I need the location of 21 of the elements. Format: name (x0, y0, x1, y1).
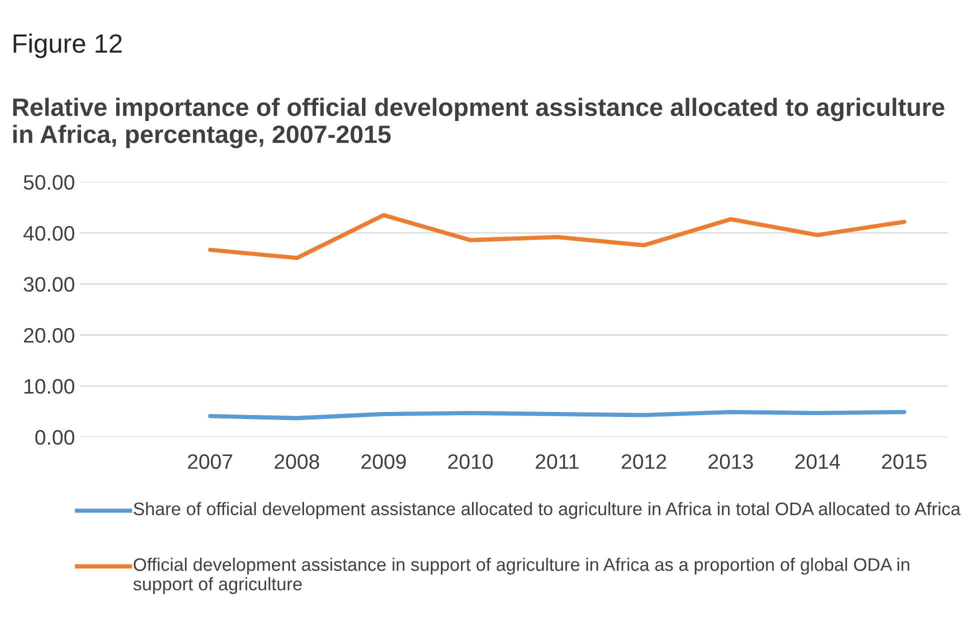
chart-title: Figure 12 (14, 33, 122, 58)
x-tick-label: 2013 (708, 454, 753, 469)
x-tick-label: 2012 (622, 454, 666, 469)
x-tick-label: 2014 (795, 454, 840, 469)
x-tick-label: 2009 (361, 454, 406, 469)
x-tick-label: 2015 (882, 454, 927, 469)
y-tick-label: 10.00 (24, 379, 74, 394)
legend-label: Share of official development assistance allocated to agriculture in Africa in total ODA allocated to Africa (134, 502, 961, 519)
y-tick-label: 0.00 (35, 430, 74, 445)
x-tick-label: 2010 (448, 454, 493, 469)
x-tick-label: 2011 (536, 454, 579, 469)
y-tick-label: 30.00 (24, 277, 74, 292)
x-tick-label: 2007 (188, 454, 232, 469)
line-series (208, 213, 906, 260)
chart-subtitle: Relative importance of official development assistance allocated to agriculture in Africa, percentage, 2007-2015 (13, 98, 944, 148)
legend-label: Official development assistance in support of agriculture in Africa as a proportion of global ODA in support of agriculture (133, 558, 910, 594)
line-series (208, 410, 906, 420)
y-tick-label: 40.00 (23, 226, 74, 241)
x-tick-label: 2008 (274, 454, 320, 469)
y-tick-label: 50.00 (24, 174, 74, 190)
y-tick-label: 20.00 (24, 328, 74, 343)
